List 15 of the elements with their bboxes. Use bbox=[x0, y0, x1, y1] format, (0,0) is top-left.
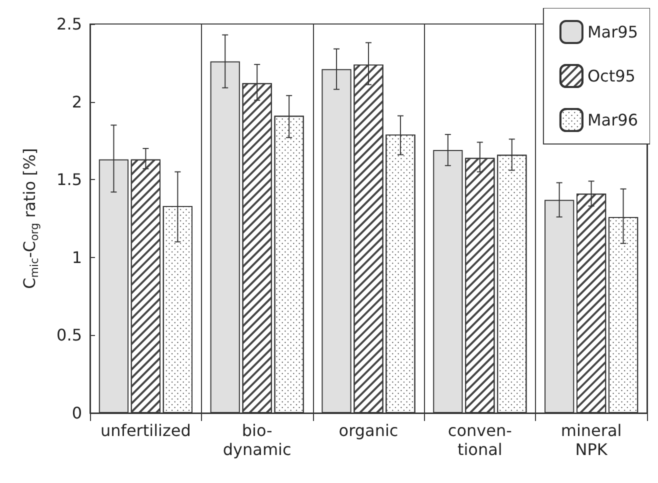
x-tick-label: mineral NPK bbox=[560, 421, 622, 459]
legend-label: Oct95 bbox=[587, 66, 636, 86]
legend-label: Mar95 bbox=[587, 22, 638, 42]
y-tick-label: 2 bbox=[72, 92, 82, 112]
y-axis-title: Cmic-Corg ratio [%] bbox=[20, 148, 41, 289]
x-tick-label: organic bbox=[338, 421, 398, 440]
y-tick-label: 1 bbox=[72, 248, 82, 267]
y-tick-label: 0.5 bbox=[56, 326, 82, 345]
x-tick-label: unfertilized bbox=[100, 421, 191, 440]
x-tick-label: bio- dynamic bbox=[222, 421, 292, 459]
y-tick-label: 0 bbox=[72, 404, 82, 422]
legend-label: Mar96 bbox=[587, 110, 638, 130]
y-tick-label: 2.5 bbox=[56, 14, 82, 34]
x-tick-label: conven- tional bbox=[448, 421, 512, 459]
y-tick-label: 1.5 bbox=[56, 170, 82, 190]
